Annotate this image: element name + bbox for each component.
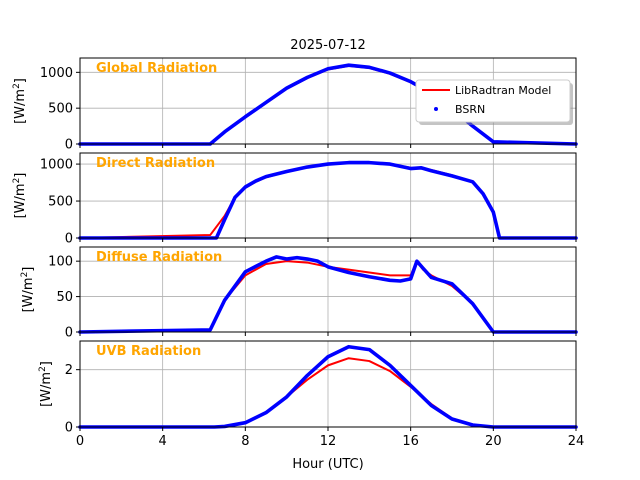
- legend-dot-marker: [434, 107, 438, 111]
- y-tick-label: 1000: [40, 66, 73, 81]
- y-axis-label: [W/m2]: [12, 78, 28, 124]
- x-tick-label: 4: [159, 434, 167, 449]
- x-tick-label: 16: [402, 434, 419, 449]
- y-tick-label: 0: [65, 421, 73, 436]
- series-bsrn: [78, 344, 578, 429]
- panel-label: Global Radiation: [96, 61, 217, 76]
- y-tick-label: 2: [65, 363, 73, 378]
- panel-label: Diffuse Radiation: [96, 250, 222, 265]
- x-tick-label: 20: [485, 434, 502, 449]
- y-tick-label: 500: [48, 102, 73, 117]
- x-tick-label: 0: [76, 434, 84, 449]
- y-tick-label: 0: [65, 232, 73, 247]
- y-axis-label: [W/m2]: [38, 361, 54, 407]
- x-tick-label: 12: [320, 434, 337, 449]
- x-tick-label: 24: [568, 434, 585, 449]
- y-tick-label: 1000: [40, 158, 73, 173]
- y-axis-label: [W/m2]: [20, 267, 36, 313]
- panel: 0 50 100 Diffuse Radiation [W/m2]: [20, 246, 578, 341]
- panel-label: UVB Radiation: [96, 344, 201, 359]
- series-bsrn: [78, 255, 578, 334]
- legend-entry-label: BSRN: [455, 103, 485, 116]
- panel: 0 500 1000 Direct Radiation [W/m2]: [12, 152, 578, 247]
- x-tick-label: 8: [241, 434, 249, 449]
- panel-label: Direct Radiation: [96, 156, 215, 171]
- legend-box: [415, 79, 571, 123]
- y-tick-label: 100: [48, 255, 73, 270]
- y-tick-label: 50: [56, 290, 73, 305]
- y-tick-label: 500: [48, 195, 73, 210]
- legend: LibRadtran Model BSRN: [415, 79, 573, 125]
- x-axis-label: Hour (UTC): [292, 457, 363, 472]
- series-bsrn: [78, 160, 578, 240]
- y-axis-label: [W/m2]: [12, 173, 28, 219]
- y-tick-label: 0: [65, 326, 73, 341]
- chart-title: 2025-07-12: [290, 38, 366, 53]
- legend-entry-label: LibRadtran Model: [455, 84, 551, 97]
- y-tick-label: 0: [65, 138, 73, 153]
